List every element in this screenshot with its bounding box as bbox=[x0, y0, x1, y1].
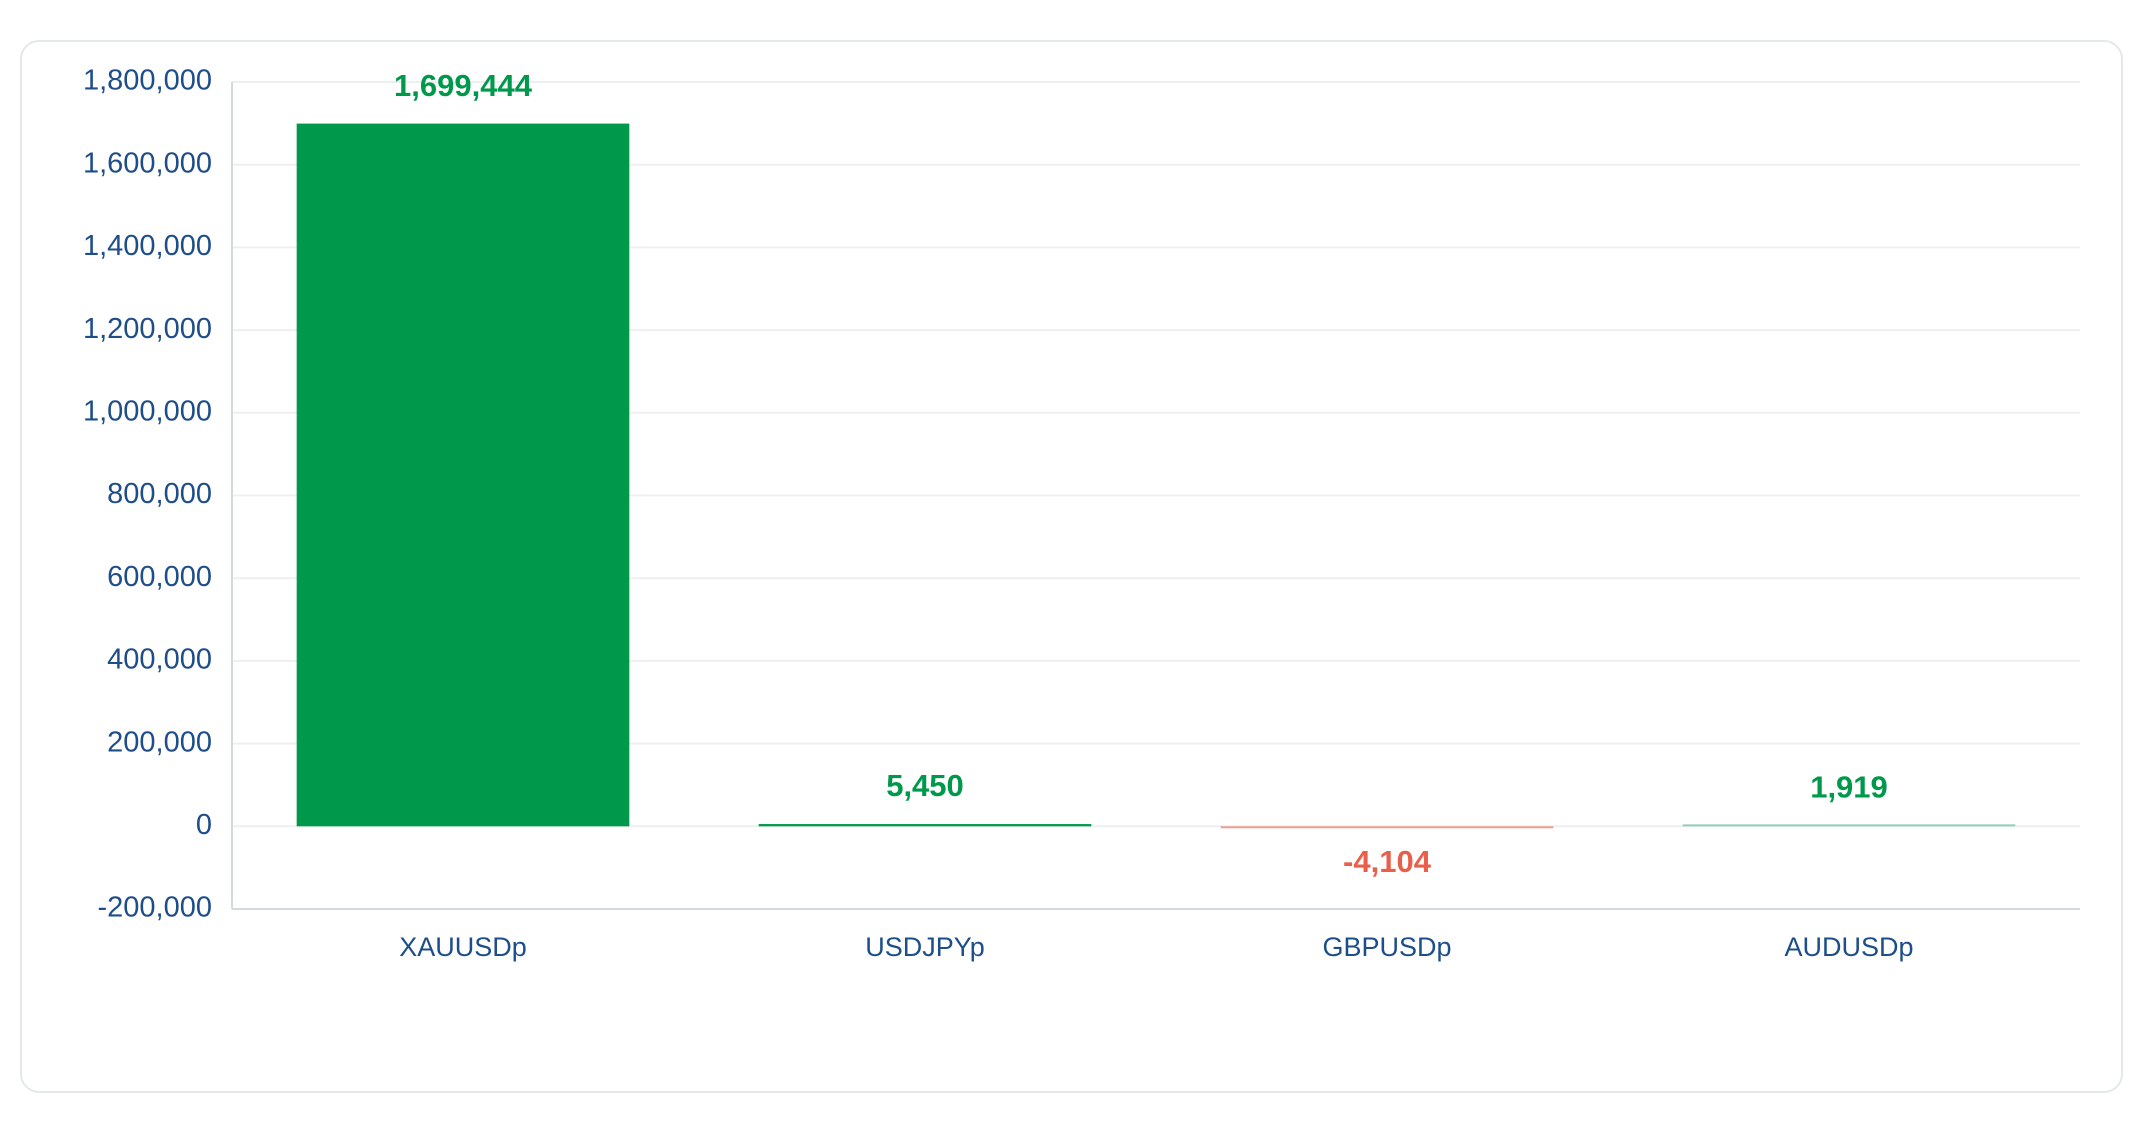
bar bbox=[1682, 824, 2016, 827]
y-tick-label: 400,000 bbox=[107, 644, 212, 676]
y-tick-label: 1,000,000 bbox=[83, 395, 212, 427]
value-label: 1,919 bbox=[1810, 770, 1888, 805]
y-tick-label: 1,400,000 bbox=[83, 230, 212, 262]
y-tick-label: 1,600,000 bbox=[83, 147, 212, 179]
value-label: -4,104 bbox=[1343, 844, 1432, 879]
bar bbox=[1220, 826, 1554, 829]
y-tick-label: 1,800,000 bbox=[83, 65, 212, 97]
y-tick-label: 0 bbox=[196, 809, 212, 841]
x-tick-label: GBPUSDp bbox=[1322, 932, 1451, 962]
y-tick-label: 800,000 bbox=[107, 478, 212, 510]
x-tick-label: XAUUSDp bbox=[399, 932, 527, 962]
value-label: 1,699,444 bbox=[394, 68, 533, 103]
bar bbox=[296, 123, 630, 827]
bar bbox=[758, 824, 1092, 827]
x-tick-label: USDJPYp bbox=[865, 932, 985, 962]
y-tick-label: -200,000 bbox=[98, 892, 213, 924]
y-tick-label: 600,000 bbox=[107, 561, 212, 593]
x-tick-label: AUDUSDp bbox=[1784, 932, 1913, 962]
value-label: 5,450 bbox=[886, 768, 964, 803]
y-tick-label: 200,000 bbox=[107, 726, 212, 758]
y-tick-label: 1,200,000 bbox=[83, 313, 212, 345]
